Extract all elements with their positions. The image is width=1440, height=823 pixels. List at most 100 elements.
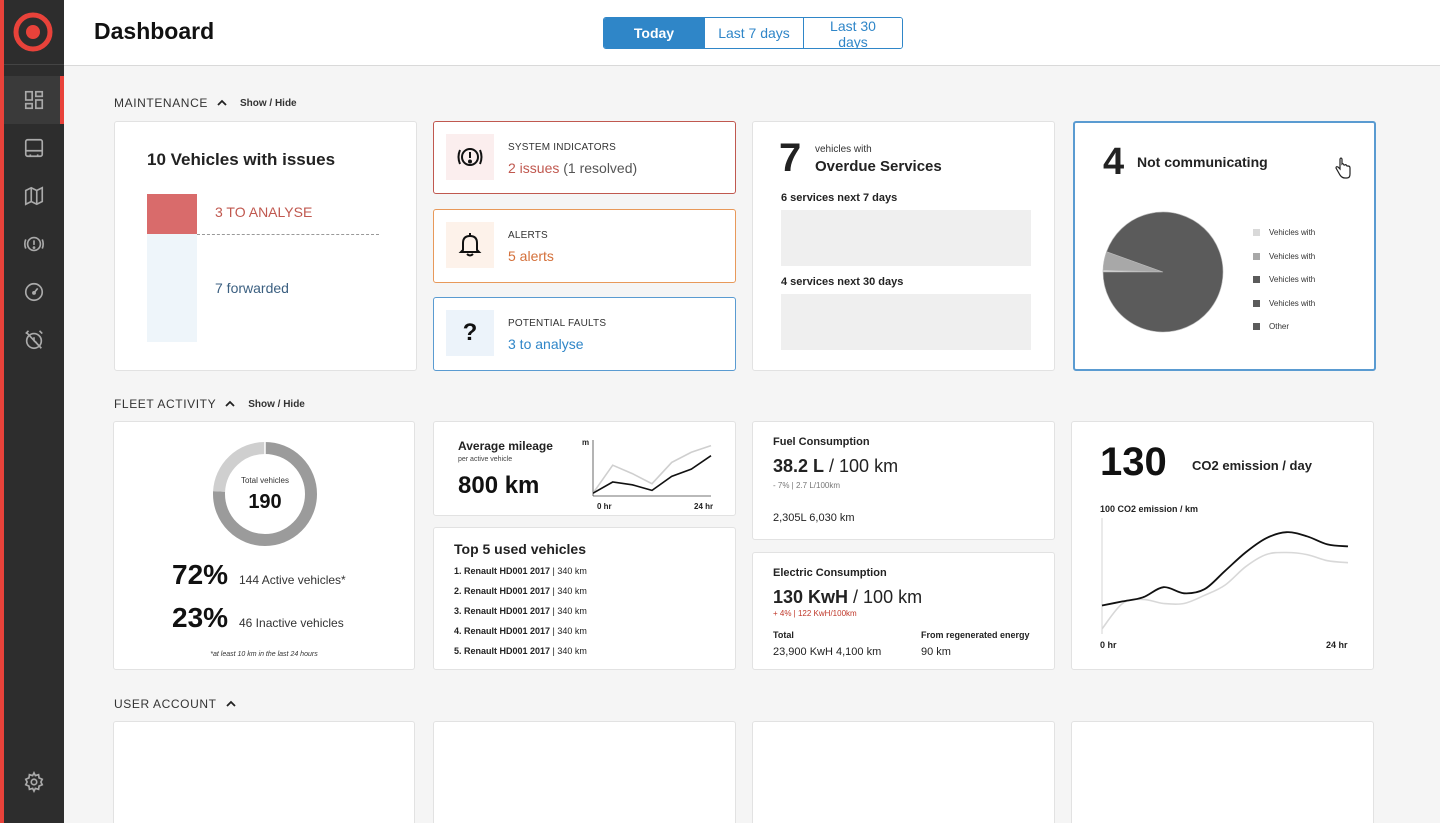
vehicle-name: 3. Renault HD001 2017 bbox=[454, 606, 551, 616]
electric-unit: / 100 km bbox=[848, 587, 923, 607]
axis-y-label: m bbox=[582, 438, 589, 447]
gear-icon bbox=[24, 771, 44, 793]
brand-logo-icon[interactable] bbox=[13, 12, 53, 52]
not-communicating-card[interactable]: 4 Not communicating Vehicles with Vehicl… bbox=[1073, 121, 1376, 371]
vehicle-distance: | 340 km bbox=[550, 586, 587, 596]
to-analyse-label[interactable]: 3 TO ANALYSE bbox=[215, 204, 313, 220]
system-indicators-card[interactable]: SYSTEM INDICATORS 2 issues (1 resolved) bbox=[433, 121, 736, 194]
list-item[interactable]: 4. Renault HD001 2017 | 340 km bbox=[454, 625, 587, 645]
system-indicators-value[interactable]: 2 issues (1 resolved) bbox=[508, 160, 637, 176]
co2-value: 130 bbox=[1100, 440, 1167, 484]
legend-swatch bbox=[1253, 229, 1260, 237]
sidebar-item-alarm[interactable] bbox=[4, 316, 64, 364]
legend-item: Other bbox=[1253, 315, 1315, 339]
fuel-unit: / 100 km bbox=[824, 456, 899, 476]
forwarded-label[interactable]: 7 forwarded bbox=[215, 280, 289, 296]
vehicles-issues-card[interactable]: 10 Vehicles with issues 3 TO ANALYSE 7 f… bbox=[114, 121, 417, 371]
fuel-consumption-card[interactable]: Fuel Consumption 38.2 L / 100 km - 7% | … bbox=[752, 421, 1055, 540]
alert-icon-box bbox=[446, 222, 494, 268]
sidebar-item-gauge[interactable] bbox=[4, 268, 64, 316]
dashboard-icon bbox=[24, 90, 44, 110]
range-30-days-button[interactable]: Last 30 days bbox=[803, 18, 902, 48]
not-communicating-count: 4 bbox=[1103, 141, 1125, 183]
vehicle-distance: | 340 km bbox=[550, 566, 587, 576]
overdue-services-card[interactable]: 7 vehicles with Overdue Services 6 servi… bbox=[752, 121, 1055, 371]
electric-value: 130 KwH / 100 km bbox=[773, 587, 922, 608]
show-hide-toggle[interactable]: Show / Hide bbox=[239, 97, 297, 109]
active-percent: 72% bbox=[172, 559, 229, 590]
sidebar-item-dashboard[interactable] bbox=[4, 76, 64, 124]
axis-x-start: 0 hr bbox=[1100, 640, 1117, 650]
show-hide-toggle[interactable]: Show / Hide bbox=[248, 398, 305, 410]
legend-swatch bbox=[1253, 323, 1260, 331]
co2-chart-label: 100 CO2 emission / km bbox=[1100, 504, 1199, 514]
fleet-activity-section-header: FLEET ACTIVITY Show / Hide bbox=[114, 397, 305, 411]
top5-title: Top 5 used vehicles bbox=[454, 541, 587, 557]
total-label: Total bbox=[773, 630, 794, 640]
top-5-vehicles-card[interactable]: Top 5 used vehicles 1. Renault HD001 201… bbox=[433, 527, 736, 670]
list-item[interactable]: 3. Renault HD001 2017 | 340 km bbox=[454, 605, 587, 625]
sidebar-item-fleet[interactable] bbox=[4, 124, 64, 172]
electric-consumption-card[interactable]: Electric Consumption 130 KwH / 100 km + … bbox=[752, 552, 1055, 670]
regen-value: 90 km bbox=[921, 646, 951, 658]
vehicle-name: 1. Renault HD001 2017 bbox=[454, 566, 551, 576]
list-item[interactable]: 1. Renault HD001 2017 | 340 km bbox=[454, 565, 587, 585]
legend-label: Vehicles with bbox=[1269, 228, 1316, 238]
indicator-icon bbox=[24, 236, 44, 252]
chevron-up-icon[interactable] bbox=[216, 97, 228, 109]
sidebar bbox=[0, 0, 64, 823]
pie-legend: Vehicles with Vehicles with Vehicles wit… bbox=[1253, 221, 1315, 339]
series-line-previous bbox=[592, 444, 712, 494]
hand-cursor-icon bbox=[1335, 157, 1351, 179]
alerts-value[interactable]: 5 alerts bbox=[508, 248, 554, 264]
co2-emission-card[interactable]: 130 CO2 emission / day 100 CO2 emission … bbox=[1071, 421, 1374, 670]
legend-swatch bbox=[1253, 299, 1260, 307]
user-account-card[interactable] bbox=[113, 721, 415, 823]
chevron-up-icon[interactable] bbox=[224, 398, 236, 410]
vehicle-name: 2. Renault HD001 2017 bbox=[454, 586, 551, 596]
active-footnote: *at least 10 km in the last 24 hours bbox=[210, 651, 318, 658]
user-account-card[interactable] bbox=[1071, 721, 1374, 823]
page-title: Dashboard bbox=[94, 18, 215, 44]
list-item[interactable]: 2. Renault HD001 2017 | 340 km bbox=[454, 585, 587, 605]
axis-x-end: 24 hr bbox=[1326, 640, 1348, 650]
vehicle-distance: | 340 km bbox=[550, 606, 587, 616]
user-account-card[interactable] bbox=[433, 721, 736, 823]
top5-list: 1. Renault HD001 2017 | 340 km 2. Renaul… bbox=[454, 565, 587, 665]
issues-count: 2 issues bbox=[508, 160, 560, 176]
overdue-subtitle: vehicles with bbox=[815, 144, 872, 155]
services-7-days-label: 6 services next 7 days bbox=[781, 192, 898, 204]
vehicle-name: 5. Renault HD001 2017 bbox=[454, 646, 551, 656]
potential-faults-value[interactable]: 3 to analyse bbox=[508, 336, 584, 352]
average-mileage-card[interactable]: Average mileage per active vehicle 800 k… bbox=[433, 421, 736, 516]
vehicle-distance: | 340 km bbox=[550, 646, 587, 656]
active-text: 144 Active vehicles* bbox=[239, 573, 346, 587]
active-vehicles-row: 72% 144 Active vehicles* bbox=[172, 559, 346, 591]
chevron-up-icon[interactable] bbox=[225, 698, 237, 710]
alerts-card[interactable]: ALERTS 5 alerts bbox=[433, 209, 736, 283]
services-7-days-placeholder bbox=[781, 210, 1031, 266]
electric-amount: 130 KwH bbox=[773, 587, 849, 607]
range-7-days-button[interactable]: Last 7 days bbox=[704, 18, 803, 48]
potential-faults-card[interactable]: ? POTENTIAL FAULTS 3 to analyse bbox=[433, 297, 736, 371]
range-today-button[interactable]: Today bbox=[604, 18, 704, 48]
user-account-card[interactable] bbox=[752, 721, 1055, 823]
sidebar-divider bbox=[4, 64, 64, 65]
total-vehicles-card[interactable]: Total vehicles 190 72% 144 Active vehicl… bbox=[113, 421, 415, 670]
warning-indicator-icon bbox=[457, 148, 483, 166]
list-item[interactable]: 5. Renault HD001 2017 | 340 km bbox=[454, 645, 587, 665]
mileage-title: Average mileage bbox=[458, 439, 553, 453]
vehicle-name: 4. Renault HD001 2017 bbox=[454, 626, 551, 636]
sidebar-item-settings[interactable] bbox=[4, 758, 64, 806]
regen-label: From regenerated energy bbox=[921, 630, 1030, 640]
sidebar-item-indicators[interactable] bbox=[4, 220, 64, 268]
bell-icon bbox=[458, 233, 482, 257]
mileage-line-chart: m 0 hr 24 hr bbox=[582, 438, 713, 511]
section-title: FLEET ACTIVITY bbox=[114, 397, 217, 411]
indicator-icon-box bbox=[446, 134, 494, 180]
legend-item: Vehicles with bbox=[1253, 245, 1315, 269]
section-title: USER ACCOUNT bbox=[114, 697, 217, 711]
fuel-delta: - 7% | 2.7 L/100km bbox=[773, 481, 840, 490]
legend-item: Vehicles with bbox=[1253, 268, 1315, 292]
sidebar-item-map[interactable] bbox=[4, 172, 64, 220]
